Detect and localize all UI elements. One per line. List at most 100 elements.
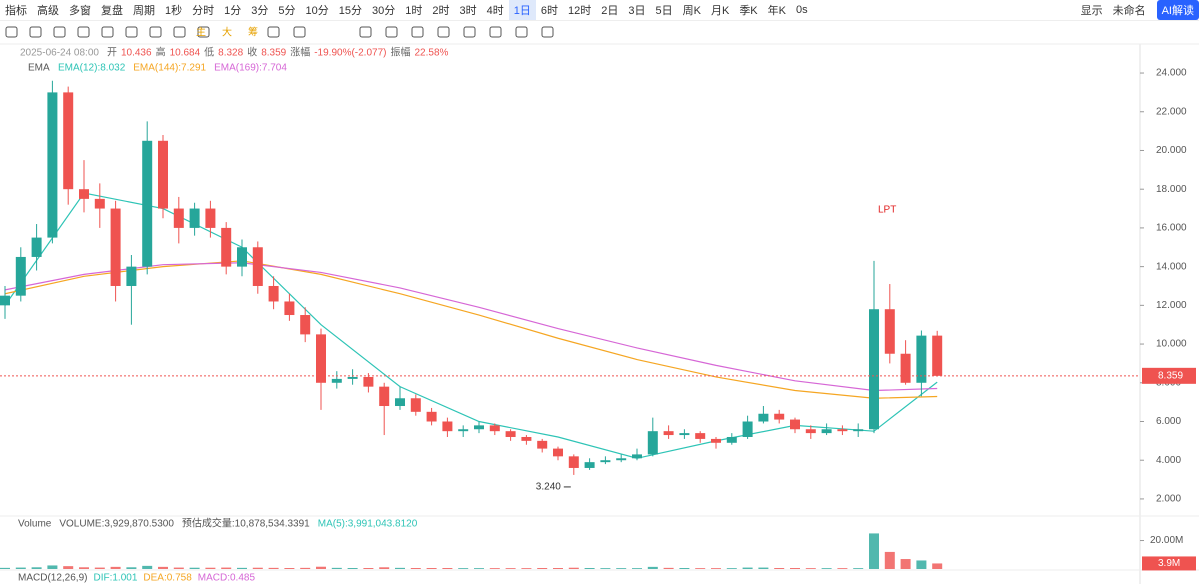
info-text: 收 xyxy=(247,46,257,59)
legend-entry: MA(5):3,991,043.8120 xyxy=(318,519,418,530)
toolbar-item[interactable]: 5日 xyxy=(655,5,673,17)
y-tick-label: 22.000 xyxy=(1156,106,1187,117)
legend-entry: DEA:0.758 xyxy=(143,573,192,584)
volume-bar xyxy=(316,566,326,569)
info-text: 22.58% xyxy=(414,48,448,59)
toolbar-item[interactable]: 3时 xyxy=(459,5,477,17)
candle-body xyxy=(268,285,279,302)
volume-bar xyxy=(284,568,295,569)
ema-line xyxy=(4,262,938,392)
chart: 主 大 筹 2025-06-24 08:00 开 10.436 高 10.684 低 8.328 收… xyxy=(0,26,1199,584)
legend-entry: MACD(12,26,9) xyxy=(18,573,87,584)
candle-body xyxy=(600,460,611,463)
toolbar-item[interactable]: 1时 xyxy=(405,5,423,17)
toolbar-item[interactable]: 显示 xyxy=(1080,5,1103,17)
candle-body xyxy=(932,335,943,376)
toolbar-item: 筹 xyxy=(248,26,258,39)
candle-body xyxy=(711,438,721,443)
volume-bar xyxy=(268,567,279,569)
y-tick-label: 2.000 xyxy=(1156,494,1181,505)
candle-body xyxy=(189,208,200,228)
volume-bar xyxy=(932,563,943,569)
candle-body xyxy=(695,433,706,439)
candle-body xyxy=(316,334,326,383)
candle-body xyxy=(584,462,595,468)
toolbar-item[interactable]: 多窗 xyxy=(69,5,91,17)
volume-bar xyxy=(31,567,42,569)
toolbar-item[interactable]: 2日 xyxy=(601,5,619,17)
toolbar-item: 主 xyxy=(196,27,206,39)
volume-bar xyxy=(742,567,753,569)
toolbar-item[interactable]: 6时 xyxy=(540,5,558,17)
candle-body xyxy=(679,433,690,436)
info-text: 2025-06-24 08:00 xyxy=(20,48,99,59)
toolbar-item[interactable]: 3日 xyxy=(628,5,646,17)
candle-body xyxy=(537,440,548,449)
toolbar-item[interactable]: 年K xyxy=(767,5,786,17)
tool-icon xyxy=(53,26,66,38)
toolbar-item[interactable]: 指标 xyxy=(5,5,27,17)
legend-entry: EMA(12):8.032 xyxy=(58,63,126,74)
toolbar-item[interactable]: 月K xyxy=(710,5,730,17)
candle-body xyxy=(474,425,484,430)
volume-bar xyxy=(173,567,184,569)
candle-body xyxy=(442,421,453,432)
volume-bar xyxy=(884,551,895,569)
toolbar-item[interactable]: 1分 xyxy=(224,5,242,17)
volume-bar xyxy=(505,568,516,569)
volume-bar xyxy=(553,568,563,569)
candle-body xyxy=(410,398,421,412)
toolbar-item[interactable]: 周K xyxy=(682,5,701,17)
volume-bar xyxy=(537,568,548,569)
volume-bar xyxy=(63,566,74,569)
volume-bar xyxy=(790,568,800,569)
toolbar-item[interactable]: AI解读 xyxy=(1156,0,1199,20)
candle-body xyxy=(347,376,358,379)
volume-bar xyxy=(0,567,10,569)
volume-bar xyxy=(379,567,390,569)
volume-bar xyxy=(47,565,58,569)
toolbar-item[interactable]: 高级 xyxy=(37,5,59,17)
info-text: 开 xyxy=(107,48,117,59)
y-tick-label: 12.000 xyxy=(1156,300,1187,311)
candle-body xyxy=(284,301,295,316)
legend-entry: 预估成交量:10,878,534.3391 xyxy=(182,517,310,530)
candle-body xyxy=(790,419,800,430)
y-tick-label: 4.000 xyxy=(1156,455,1181,466)
toolbar-item[interactable]: 复盘 xyxy=(101,5,123,17)
volume-bar xyxy=(821,568,832,569)
candle-body xyxy=(221,227,232,267)
low-label: 3.240 xyxy=(536,482,561,493)
toolbar-item[interactable]: 0s xyxy=(796,4,808,16)
toolbar-item[interactable]: 2时 xyxy=(432,5,450,17)
tool-icon xyxy=(149,26,162,38)
toolbar-item[interactable]: 15分 xyxy=(338,5,362,17)
candle-body xyxy=(300,315,311,335)
candle-body xyxy=(63,92,74,190)
candle-body xyxy=(521,436,532,441)
candle-body xyxy=(884,309,895,354)
toolbar-item[interactable]: 5分 xyxy=(278,5,296,17)
volume-bar xyxy=(237,567,247,569)
toolbar-item[interactable]: 4时 xyxy=(486,5,504,17)
volume-bar xyxy=(632,568,642,569)
toolbar-item[interactable]: 未命名 xyxy=(1112,5,1146,17)
toolbar-item[interactable]: 周期 xyxy=(133,5,155,17)
toolbar-item[interactable]: 1日 xyxy=(508,0,536,20)
info-text: 8.359 xyxy=(261,48,286,59)
toolbar-item[interactable]: 分时 xyxy=(192,5,215,17)
toolbar-item[interactable]: 12时 xyxy=(568,5,592,17)
toolbar-item[interactable]: 30分 xyxy=(372,5,396,17)
y-tick-label: 20.000 xyxy=(1156,145,1187,156)
toolbar-item[interactable]: 3分 xyxy=(251,5,269,17)
toolbar-item[interactable]: 1秒 xyxy=(165,5,183,17)
toolbar-item[interactable]: 10分 xyxy=(305,5,329,17)
toolbar-item[interactable]: 季K xyxy=(739,5,758,17)
toolbar-item: 大 xyxy=(222,26,232,39)
tool-icon xyxy=(173,26,186,38)
candle-body xyxy=(142,140,153,267)
tool-icon xyxy=(267,26,280,38)
vol-last-label: 3.9M xyxy=(1158,558,1180,569)
tool-icon xyxy=(359,26,372,38)
info-text: 10.684 xyxy=(170,48,201,59)
